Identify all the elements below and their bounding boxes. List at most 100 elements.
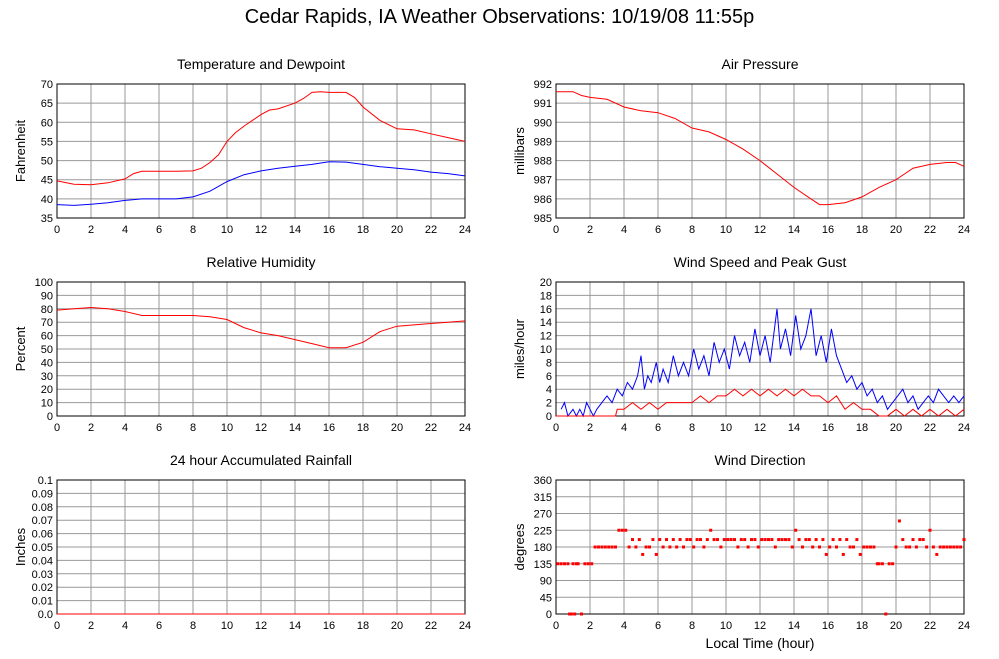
x-tick-label: 4 bbox=[621, 422, 627, 434]
data-point bbox=[797, 538, 801, 542]
data-point bbox=[872, 545, 876, 549]
data-point bbox=[875, 562, 879, 566]
data-point bbox=[559, 562, 563, 566]
data-point bbox=[569, 612, 573, 616]
chart-4: 0 2 4 6 8 10 12 14 16 18 20 22 2402468101214161820Wi… bbox=[512, 254, 970, 434]
data-point bbox=[661, 545, 665, 549]
data-point bbox=[699, 538, 702, 542]
data-point bbox=[658, 538, 662, 542]
x-tick-label: 14 bbox=[289, 620, 301, 632]
y-axis-label: miles/hour bbox=[512, 318, 527, 379]
data-point bbox=[952, 545, 956, 549]
data-point bbox=[852, 545, 855, 549]
y-tick-label: 10 bbox=[41, 398, 53, 410]
data-point bbox=[935, 552, 939, 556]
data-point bbox=[925, 545, 929, 549]
data-point bbox=[712, 538, 716, 542]
chart-title: Air Pressure bbox=[721, 56, 798, 72]
data-point bbox=[644, 545, 648, 549]
x-tick-label: 14 bbox=[289, 422, 301, 434]
data-point bbox=[675, 545, 679, 549]
x-tick-label: 2 bbox=[88, 620, 94, 632]
x-tick-label: 22 bbox=[924, 620, 936, 632]
data-point bbox=[801, 545, 804, 549]
data-point bbox=[726, 538, 730, 542]
x-tick-label: 8 bbox=[689, 620, 695, 632]
plot-frame bbox=[555, 479, 965, 615]
x-tick-label: 4 bbox=[621, 620, 627, 632]
x-tick-label: 22 bbox=[425, 422, 437, 434]
data-point bbox=[631, 538, 634, 542]
y-tick-label: 45 bbox=[540, 592, 552, 604]
data-point bbox=[641, 552, 645, 556]
data-point bbox=[610, 545, 614, 549]
x-tick-label: 6 bbox=[156, 224, 162, 236]
data-point bbox=[831, 538, 835, 542]
x-tick-label: 16 bbox=[323, 620, 335, 632]
x-tick-label: 18 bbox=[856, 224, 868, 236]
y-tick-label: 0 bbox=[546, 411, 552, 423]
x-tick-label: 6 bbox=[655, 224, 661, 236]
data-point bbox=[590, 562, 594, 566]
data-point bbox=[729, 538, 733, 542]
data-point bbox=[904, 545, 908, 549]
data-point bbox=[773, 545, 777, 549]
data-point bbox=[894, 545, 898, 549]
y-tick-label: 100 bbox=[35, 277, 53, 289]
x-tick-label: 18 bbox=[856, 422, 868, 434]
data-point bbox=[719, 545, 723, 549]
data-point bbox=[814, 538, 818, 542]
chart-1: 0 2 4 6 8 10 12 14 16 18 20 22 243540455055606570Tem… bbox=[13, 56, 471, 236]
x-tick-label: 10 bbox=[221, 422, 233, 434]
x-tick-label: 8 bbox=[190, 224, 196, 236]
x-tick-label: 6 bbox=[655, 422, 661, 434]
series-line-1 bbox=[560, 308, 965, 418]
data-point bbox=[692, 545, 696, 549]
y-tick-label: 225 bbox=[534, 525, 552, 537]
y-tick-label: 989 bbox=[534, 136, 552, 148]
series-line-1 bbox=[56, 91, 466, 186]
y-tick-label: 0.07 bbox=[32, 515, 53, 527]
y-tick-label: 70 bbox=[41, 317, 53, 329]
data-point bbox=[617, 528, 621, 532]
data-point bbox=[855, 538, 859, 542]
x-tick-label: 24 bbox=[958, 422, 970, 434]
x-tick-label: 16 bbox=[822, 224, 834, 236]
y-tick-label: 65 bbox=[41, 98, 53, 110]
y-tick-label: 0.04 bbox=[32, 555, 53, 567]
x-tick-label: 20 bbox=[391, 422, 403, 434]
data-point bbox=[573, 612, 577, 616]
y-tick-label: 40 bbox=[41, 194, 53, 206]
data-point bbox=[648, 545, 651, 549]
x-tick-label: 0 bbox=[553, 422, 559, 434]
x-tick-label: 24 bbox=[459, 422, 471, 434]
x-tick-label: 24 bbox=[958, 224, 970, 236]
data-point bbox=[848, 545, 852, 549]
x-tick-label: 0 bbox=[553, 620, 559, 632]
y-tick-label: 35 bbox=[41, 213, 53, 225]
x-tick-label: 22 bbox=[425, 224, 437, 236]
x-tick-label: 16 bbox=[822, 620, 834, 632]
data-point bbox=[884, 612, 888, 616]
y-tick-label: 8 bbox=[546, 357, 552, 369]
y-tick-label: 2 bbox=[546, 398, 552, 410]
y-tick-label: 18 bbox=[540, 290, 552, 302]
x-tick-label: 12 bbox=[255, 422, 267, 434]
y-tick-label: 40 bbox=[41, 357, 53, 369]
y-axis-label: degrees bbox=[512, 523, 527, 570]
data-point bbox=[891, 562, 895, 566]
x-tick-label: 6 bbox=[655, 620, 661, 632]
series-line-1 bbox=[56, 306, 466, 349]
x-tick-label: 6 bbox=[156, 620, 162, 632]
x-tick-label: 24 bbox=[958, 620, 970, 632]
data-point bbox=[841, 552, 845, 556]
x-tick-label: 24 bbox=[459, 224, 471, 236]
y-tick-label: 70 bbox=[41, 79, 53, 91]
series-line-1 bbox=[556, 91, 965, 206]
data-point bbox=[743, 538, 747, 542]
data-point bbox=[716, 538, 719, 542]
x-tick-label: 4 bbox=[621, 224, 627, 236]
y-tick-label: 90 bbox=[540, 576, 552, 588]
data-point bbox=[821, 538, 825, 542]
data-point bbox=[845, 538, 849, 542]
